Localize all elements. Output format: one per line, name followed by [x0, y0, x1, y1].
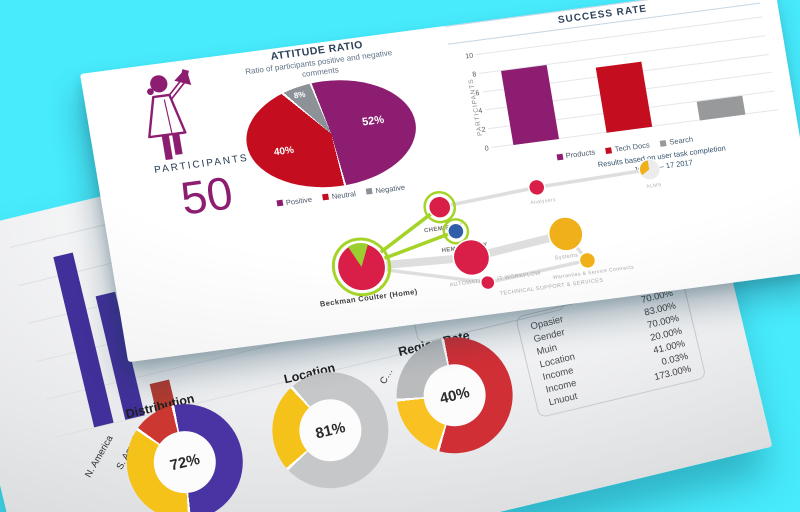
- network-node: [480, 274, 496, 291]
- donut-center-label: 81%: [292, 392, 368, 468]
- network-node: [578, 251, 597, 270]
- site-network-diagram: Beckman Coulter (Home)CHEMISTRYHEMATOLOG…: [319, 158, 662, 309]
- legend-item: Positive: [276, 194, 313, 208]
- success-bar: [500, 64, 560, 146]
- network-node-wedge: [347, 243, 368, 267]
- network-node-twotone-overlay: [641, 159, 660, 180]
- y-tick-label: 6: [474, 89, 480, 98]
- network-node-ring: [423, 191, 457, 224]
- network-node-label: Analysers: [530, 197, 556, 206]
- y-tick-label: 10: [464, 52, 474, 61]
- pie-slice-label: 8%: [293, 89, 307, 100]
- donut-center-label: 72%: [147, 424, 223, 500]
- front-card: PARTICIPANTS 50 ATTITUDE RATIO Ratio of …: [80, 0, 800, 363]
- y-tick-label: 4: [478, 108, 484, 116]
- donut-center-label: 40%: [417, 357, 493, 433]
- legend-label: Positive: [285, 194, 313, 207]
- y-tick-label: 0: [484, 145, 490, 153]
- network-node-ring: [442, 218, 470, 245]
- network-node: [427, 195, 452, 219]
- legend-swatch: [276, 199, 284, 207]
- network-edge: [437, 185, 539, 209]
- network-node-label: ALMS: [646, 182, 662, 190]
- y-tick-label: 8: [471, 71, 477, 79]
- female-scientist-icon: [147, 69, 192, 161]
- success-bar: [595, 61, 653, 133]
- y-tick-label: 2: [481, 126, 487, 135]
- network-node: [336, 242, 387, 292]
- network-node: [547, 216, 584, 252]
- network-node-label: Systems: [554, 253, 579, 262]
- pie-slice-label: 40%: [273, 144, 295, 159]
- network-node: [447, 222, 465, 240]
- network-node: [452, 238, 491, 277]
- network-node-ring: [331, 237, 392, 297]
- pie-slice-label: 52%: [361, 113, 386, 129]
- network-edge: [534, 167, 651, 190]
- region-bar: [53, 252, 114, 428]
- network-node: [527, 178, 546, 197]
- network-node-label: TECHNICAL SUPPORT & SERVICES: [499, 277, 604, 297]
- network-edge: [486, 258, 590, 285]
